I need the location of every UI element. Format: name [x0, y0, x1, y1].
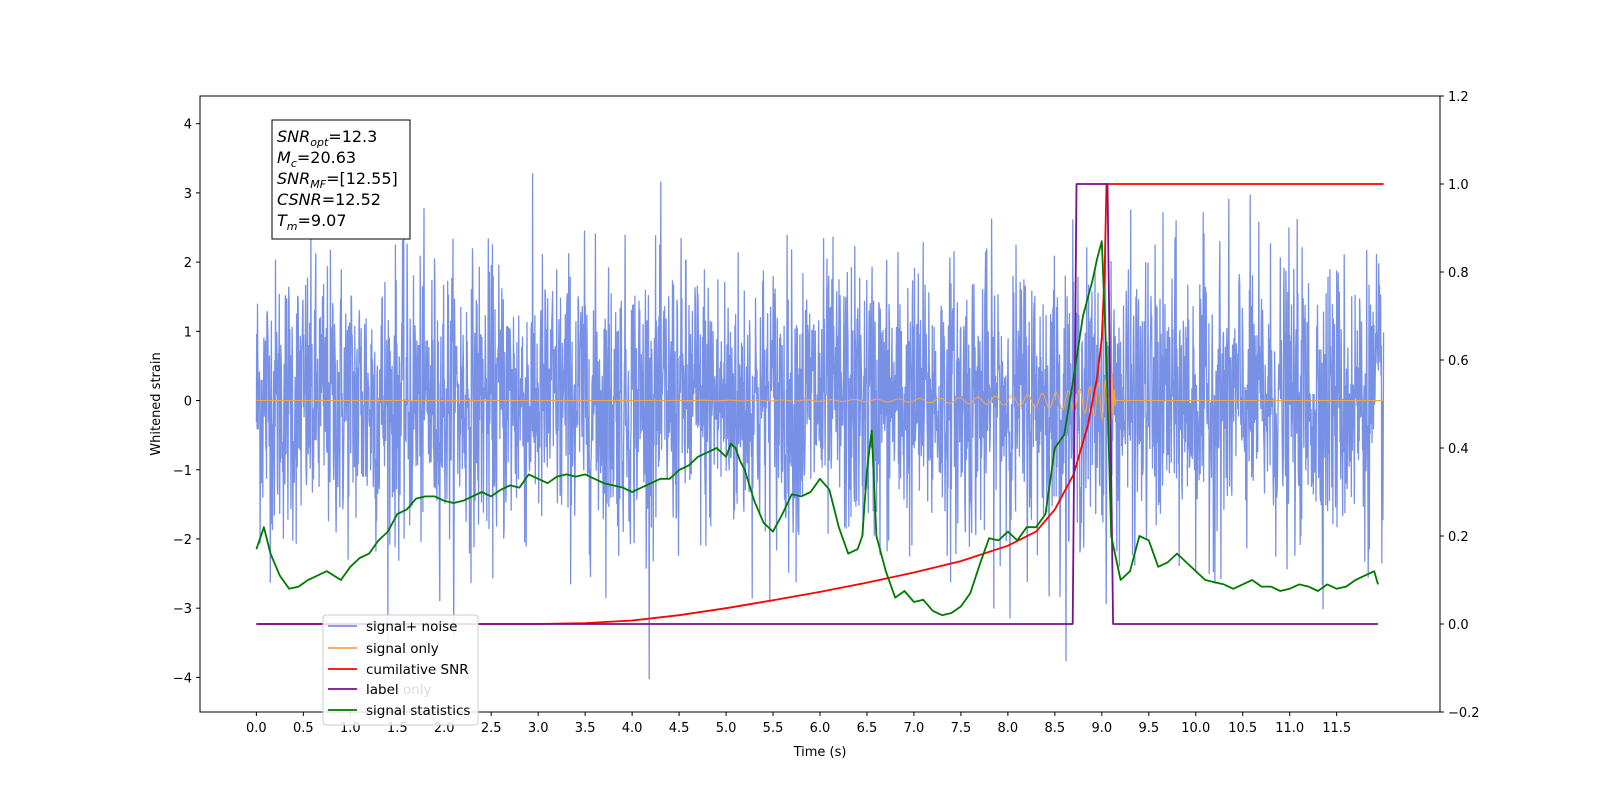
annotation-line: SNRopt=12.3 [277, 127, 377, 149]
x-tick-label: 11.5 [1322, 721, 1351, 736]
legend-frame [322, 614, 479, 726]
annotation-line: Mc=20.63 [277, 148, 356, 170]
x-axis-label: Time (s) [793, 745, 847, 760]
y2-tick-label: 1.0 [1448, 178, 1469, 193]
x-tick-label: 0.5 [293, 721, 314, 736]
y-tick-label: −4 [173, 671, 192, 686]
x-tick-label: 9.0 [1091, 721, 1112, 736]
x-tick-label: 6.5 [857, 721, 878, 736]
annotation-line: SNRMF=[12.55] [277, 169, 398, 191]
x-tick-label: 8.0 [998, 721, 1019, 736]
y-tick-label: −1 [173, 464, 192, 479]
x-tick-label: 9.5 [1138, 721, 1159, 736]
y-tick-label: −2 [173, 533, 192, 548]
y-tick-label: 3 [184, 187, 192, 202]
y-tick-label: 4 [184, 118, 192, 133]
y-tick-label: 0 [184, 395, 192, 410]
x-tick-label: 10.0 [1181, 721, 1210, 736]
series-line-cumilative-snr [256, 183, 1384, 625]
x-tick-label: 8.5 [1045, 721, 1066, 736]
x-tick-label: 4.0 [622, 721, 643, 736]
y2-tick-label: 1.2 [1448, 90, 1469, 105]
x-tick-label: 2.5 [481, 721, 502, 736]
y-tick-label: 2 [184, 256, 192, 271]
plot-area [255, 173, 1385, 680]
x-tick-label: 7.5 [951, 721, 972, 736]
y2-tick-label: 0.8 [1448, 266, 1469, 281]
annotation-line: CSNR=12.52 [277, 190, 381, 209]
series-group [255, 173, 1385, 680]
x-tick-label: 3.0 [528, 721, 549, 736]
y-tick-label: −3 [173, 602, 192, 617]
series-line-signal-only [256, 354, 1384, 456]
annotation-frame [271, 119, 411, 240]
legend-label: signal only [366, 641, 439, 657]
y2-tick-label: 0.4 [1448, 442, 1469, 457]
y2-tick-label: −0.2 [1448, 706, 1480, 721]
x-tick-label: 5.5 [763, 721, 784, 736]
series-line-label [256, 183, 1378, 625]
x-tick-label: 7.0 [904, 721, 925, 736]
y-axis-label: Whitened strain [149, 352, 164, 455]
x-tick-label: 5.0 [716, 721, 737, 736]
annotation-box: SNRopt=12.3Mc=20.63SNRMF=[12.55]CSNR=12.… [271, 119, 411, 240]
y2-tick-label: 0.6 [1448, 354, 1469, 369]
y2-tick-label: 0.0 [1448, 618, 1469, 633]
x-tick-label: 11.0 [1275, 721, 1304, 736]
legend-label: cumilative SNR [366, 662, 469, 678]
x-tick-label: 6.0 [810, 721, 831, 736]
legend: signal+ noise signal only cumilative SNR la… [322, 614, 479, 726]
x-tick-label: 10.5 [1228, 721, 1257, 736]
legend-label: label [366, 682, 399, 698]
annotation-line: Tm=9.07 [277, 211, 347, 233]
x-tick-label: 0.0 [246, 721, 267, 736]
legend-label: signal+ noise [366, 619, 457, 635]
x-tick-label: 3.5 [575, 721, 596, 736]
axis-ticks: 0.0 0.5 1.0 1.5 2.0 2.5 3.0 3.5 4.0 4.5 5.0 5.5 6.0 6… [173, 90, 1480, 736]
legend-label: label only [366, 682, 432, 698]
y-tick-label: 1 [184, 325, 192, 340]
y2-tick-label: 0.2 [1448, 530, 1469, 545]
legend-label: signal statistics [366, 703, 470, 719]
series-line-signal-noise [255, 173, 1385, 680]
series-line-signal-statistics [255, 240, 1379, 617]
x-tick-label: 4.5 [669, 721, 690, 736]
